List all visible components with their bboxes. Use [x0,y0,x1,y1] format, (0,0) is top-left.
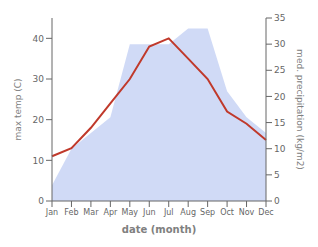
svg-text:5: 5 [274,170,280,180]
svg-text:May: May [122,208,139,217]
svg-text:Oct: Oct [220,208,234,217]
svg-text:date (month): date (month) [122,224,196,235]
svg-text:15: 15 [274,118,285,128]
svg-text:35: 35 [274,13,285,23]
svg-text:Aug: Aug [180,208,196,217]
svg-text:0: 0 [274,196,280,206]
svg-text:Mar: Mar [83,208,99,217]
svg-text:Jun: Jun [142,208,156,217]
svg-text:Feb: Feb [64,208,78,217]
svg-text:Dec: Dec [258,208,273,217]
svg-text:30: 30 [274,39,286,49]
svg-text:20: 20 [274,92,286,102]
svg-text:10: 10 [33,156,45,166]
svg-text:Sep: Sep [200,208,215,217]
svg-text:0: 0 [38,196,44,206]
svg-text:Apr: Apr [103,208,118,217]
svg-text:max temp (C): max temp (C) [13,78,23,140]
svg-text:Jan: Jan [45,208,58,217]
svg-text:med. precipitation (kg/m2): med. precipitation (kg/m2) [295,49,305,170]
svg-text:Nov: Nov [239,208,255,217]
svg-text:20: 20 [33,115,45,125]
svg-text:25: 25 [274,65,285,75]
svg-text:40: 40 [33,34,45,44]
svg-text:10: 10 [274,144,286,154]
svg-text:30: 30 [33,74,45,84]
svg-text:Jul: Jul [163,208,174,217]
